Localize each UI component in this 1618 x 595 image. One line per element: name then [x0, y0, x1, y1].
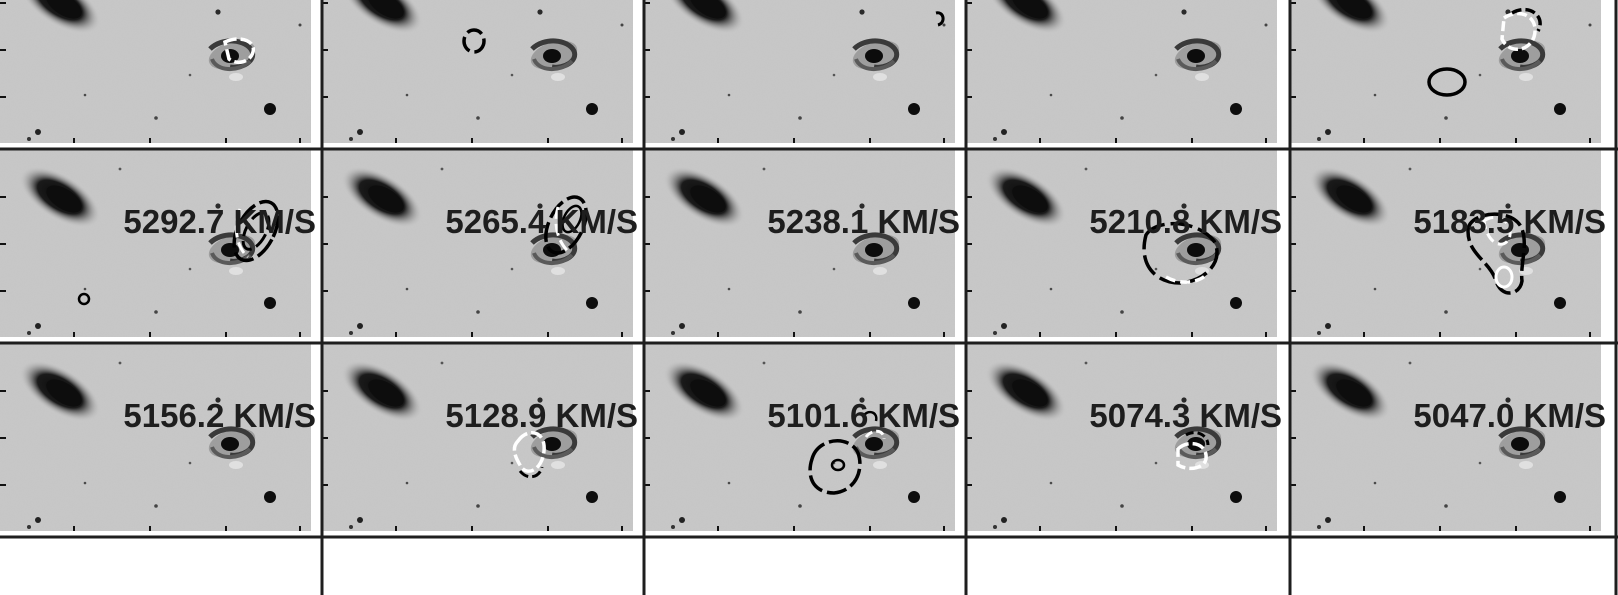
panel-10 [1290, 149, 1601, 337]
panel-3 [644, 0, 955, 143]
contour-panel-7 [544, 195, 588, 255]
panel-14 [966, 343, 1277, 531]
velocity-label: 5292.7 KM/S [123, 203, 316, 240]
panel-9 [966, 149, 1277, 337]
panel-13 [644, 343, 955, 531]
contour-panel-5 [1427, 7, 1542, 97]
contour-panel-10 [1466, 212, 1526, 295]
velocity-label: 5238.1 KM/S [767, 203, 960, 240]
velocity-label: 5156.2 KM/S [123, 397, 316, 434]
contour-panel-3 [935, 11, 945, 27]
contour-panel-9 [1142, 222, 1219, 285]
panel-grid [0, 0, 1601, 531]
velocity-label: 5128.9 KM/S [445, 397, 638, 434]
contour-panel-1 [222, 37, 256, 65]
contour-panel-14 [1176, 431, 1210, 471]
panel-12 [322, 343, 633, 531]
panel-2 [322, 0, 633, 143]
velocity-label: 5101.6 KM/S [767, 397, 960, 434]
velocity-label: 5074.3 KM/S [1089, 397, 1282, 434]
panel-6 [0, 149, 311, 337]
contour-panel-2 [462, 28, 486, 54]
contour-panel-13 [808, 410, 886, 495]
velocity-label: 5265.4 KM/S [445, 203, 638, 240]
contour-panel-12 [512, 431, 546, 479]
panel-4 [966, 0, 1277, 143]
panel-8 [644, 149, 955, 337]
velocity-labels: 5292.7 KM/S 5265.4 KM/S 5238.1 KM/S 5210.8 … [123, 203, 1606, 434]
velocity-label: 5210.8 KM/S [1089, 203, 1282, 240]
panel-1 [0, 0, 311, 143]
panel-11 [0, 343, 311, 531]
velocity-label: 5183.5 KM/S [1413, 203, 1606, 240]
panel-15 [1290, 343, 1601, 531]
panel-5 [1290, 0, 1601, 143]
panel-7 [322, 149, 633, 337]
velocity-label: 5047.0 KM/S [1413, 397, 1606, 434]
